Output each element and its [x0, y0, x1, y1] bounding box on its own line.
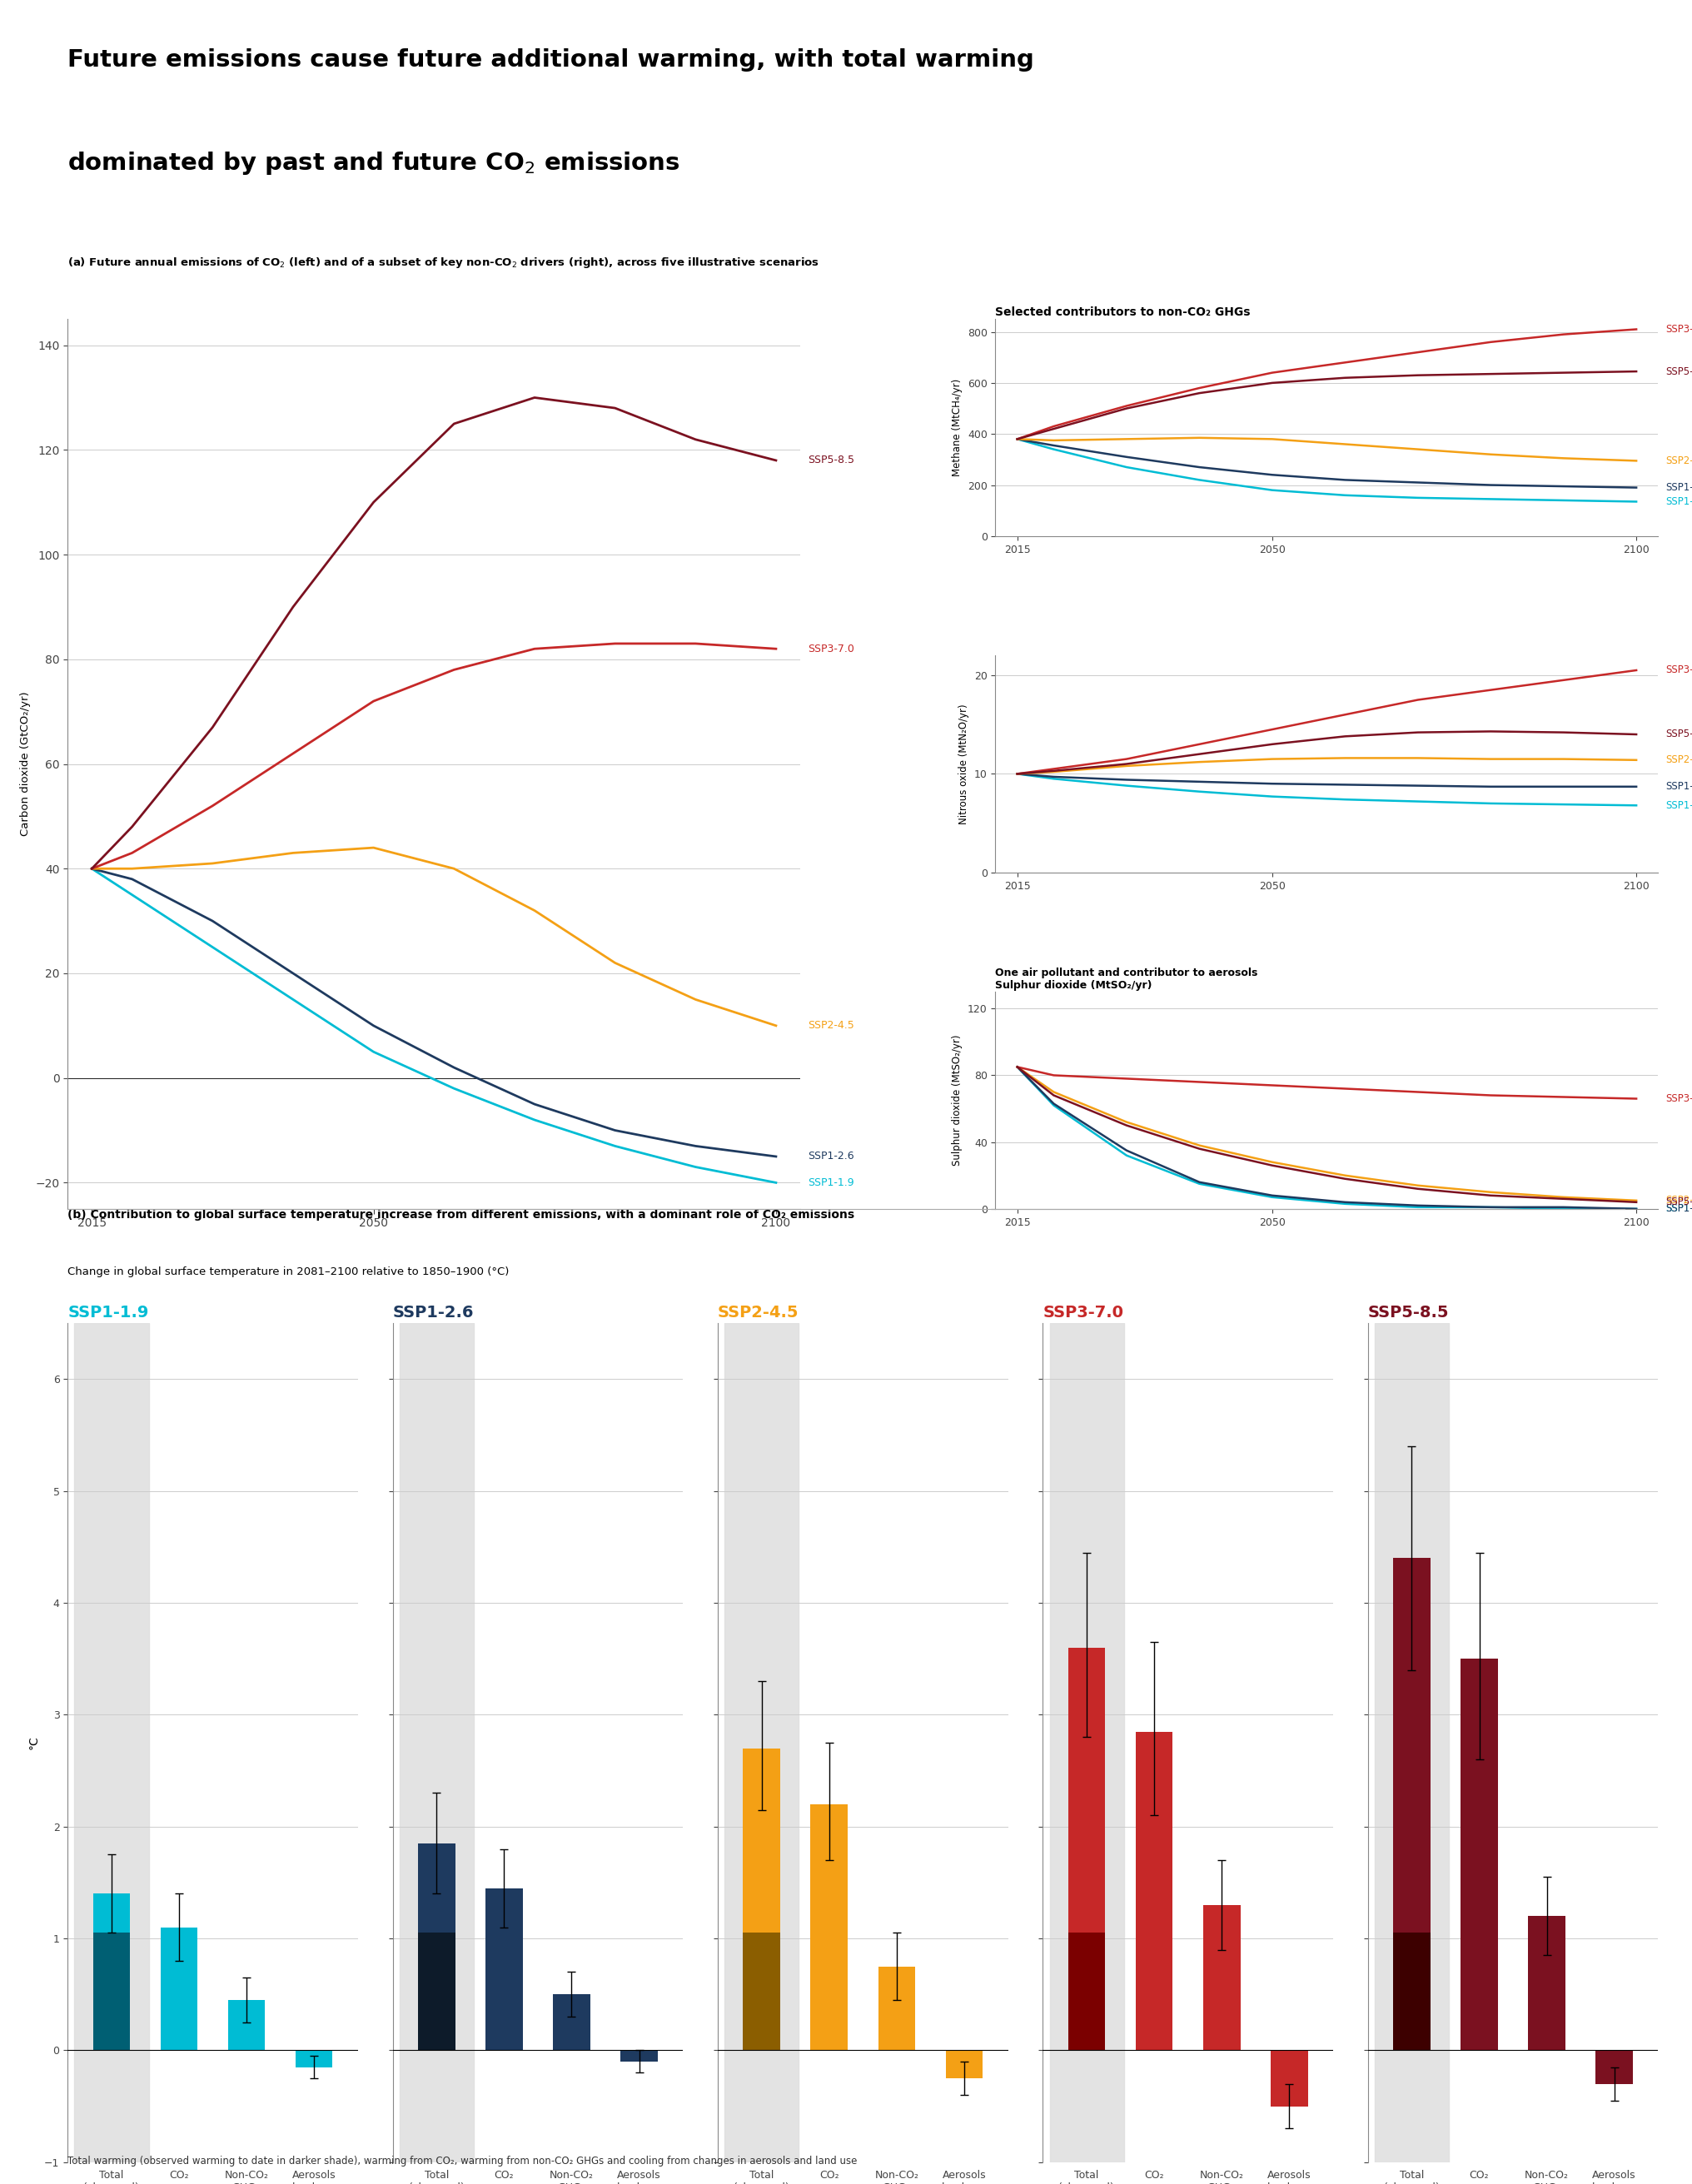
- Bar: [1528, 1915, 1565, 2051]
- Text: SSP5-8.5: SSP5-8.5: [1665, 729, 1692, 740]
- Bar: [93, 1933, 130, 2051]
- Y-axis label: Nitrous oxide (MtN₂O/yr): Nitrous oxide (MtN₂O/yr): [959, 703, 970, 823]
- Bar: [743, 1749, 780, 1933]
- Text: SSP1-1.9: SSP1-1.9: [68, 1306, 149, 1321]
- Text: SSP3-7.0: SSP3-7.0: [1665, 323, 1692, 334]
- Text: SSP3-7.0: SSP3-7.0: [1665, 664, 1692, 675]
- Text: SSP1-2.6: SSP1-2.6: [1665, 1203, 1692, 1214]
- Bar: [1393, 1557, 1430, 1933]
- Text: (a) Future annual emissions of CO$_2$ (left) and of a subset of key non-CO$_2$ d: (a) Future annual emissions of CO$_2$ (l…: [68, 256, 819, 269]
- Text: SSP2-4.5: SSP2-4.5: [717, 1306, 799, 1321]
- Bar: [161, 1926, 198, 2051]
- Text: SSP5-8.5: SSP5-8.5: [1665, 367, 1692, 378]
- Text: SSP2-4.5: SSP2-4.5: [1665, 456, 1692, 465]
- Text: SSP2-4.5: SSP2-4.5: [1665, 1195, 1692, 1206]
- Bar: [878, 1966, 915, 2051]
- Bar: [418, 1933, 455, 2051]
- Y-axis label: Carbon dioxide (GtCO₂/yr): Carbon dioxide (GtCO₂/yr): [20, 692, 30, 836]
- Text: SSP3-7.0: SSP3-7.0: [1665, 1094, 1692, 1105]
- Text: dominated by past and future CO$_2$ emissions: dominated by past and future CO$_2$ emis…: [68, 151, 680, 177]
- Text: SSP3-7.0: SSP3-7.0: [809, 644, 854, 655]
- Text: Selected contributors to non-CO₂ GHGs: Selected contributors to non-CO₂ GHGs: [995, 306, 1250, 319]
- Text: SSP1-2.6: SSP1-2.6: [1665, 483, 1692, 494]
- Bar: [418, 1843, 455, 1933]
- Text: SSP2-4.5: SSP2-4.5: [809, 1020, 854, 1031]
- Text: SSP1-1.9: SSP1-1.9: [1665, 1203, 1692, 1214]
- Bar: [810, 1804, 848, 2051]
- Bar: [399, 1324, 474, 2162]
- Bar: [621, 2051, 658, 2062]
- Text: SSP1-2.6: SSP1-2.6: [809, 1151, 854, 1162]
- Bar: [1068, 1933, 1105, 2051]
- Text: SSP5-8.5: SSP5-8.5: [1665, 1197, 1692, 1208]
- Text: SSP3-7.0: SSP3-7.0: [1042, 1306, 1123, 1321]
- Bar: [1460, 1660, 1497, 2051]
- Text: SSP2-4.5: SSP2-4.5: [1665, 756, 1692, 764]
- Bar: [1271, 2051, 1308, 2105]
- Bar: [1068, 1647, 1105, 1933]
- Bar: [946, 2051, 983, 2079]
- Text: Change in global surface temperature in 2081–2100 relative to 1850–1900 (°C): Change in global surface temperature in …: [68, 1267, 509, 1278]
- Text: SSP5-8.5: SSP5-8.5: [809, 454, 854, 465]
- Text: One air pollutant and contributor to aerosols
Sulphur dioxide (MtSO₂/yr): One air pollutant and contributor to aer…: [995, 968, 1259, 992]
- Text: Future emissions cause future additional warming, with total warming: Future emissions cause future additional…: [68, 48, 1034, 72]
- Bar: [486, 1889, 523, 2051]
- Bar: [228, 2001, 266, 2051]
- Bar: [1596, 2051, 1633, 2084]
- Text: SSP1-1.9: SSP1-1.9: [1665, 496, 1692, 507]
- Y-axis label: Methane (MtCH₄/yr): Methane (MtCH₄/yr): [953, 378, 963, 476]
- Text: SSP1-2.6: SSP1-2.6: [393, 1306, 474, 1321]
- Bar: [1203, 1904, 1240, 2051]
- Text: (b) Contribution to global surface temperature increase from different emissions: (b) Contribution to global surface tempe…: [68, 1210, 854, 1221]
- Y-axis label: Sulphur dioxide (MtSO₂/yr): Sulphur dioxide (MtSO₂/yr): [953, 1035, 963, 1166]
- Text: SSP1-1.9: SSP1-1.9: [809, 1177, 854, 1188]
- Text: SSP1-1.9: SSP1-1.9: [1665, 799, 1692, 810]
- Bar: [724, 1324, 799, 2162]
- Bar: [553, 1994, 591, 2051]
- Bar: [74, 1324, 149, 2162]
- Text: Total warming (observed warming to date in darker shade), warming from CO₂, warm: Total warming (observed warming to date …: [68, 2156, 858, 2167]
- Y-axis label: °C: °C: [29, 1736, 39, 1749]
- Bar: [1374, 1324, 1448, 2162]
- Text: SSP5-8.5: SSP5-8.5: [1367, 1306, 1448, 1321]
- Bar: [1049, 1324, 1123, 2162]
- Bar: [296, 2051, 333, 2066]
- Bar: [1135, 1732, 1173, 2051]
- Bar: [743, 1933, 780, 2051]
- Bar: [93, 1894, 130, 1933]
- Text: SSP1-2.6: SSP1-2.6: [1665, 782, 1692, 793]
- Bar: [1393, 1933, 1430, 2051]
